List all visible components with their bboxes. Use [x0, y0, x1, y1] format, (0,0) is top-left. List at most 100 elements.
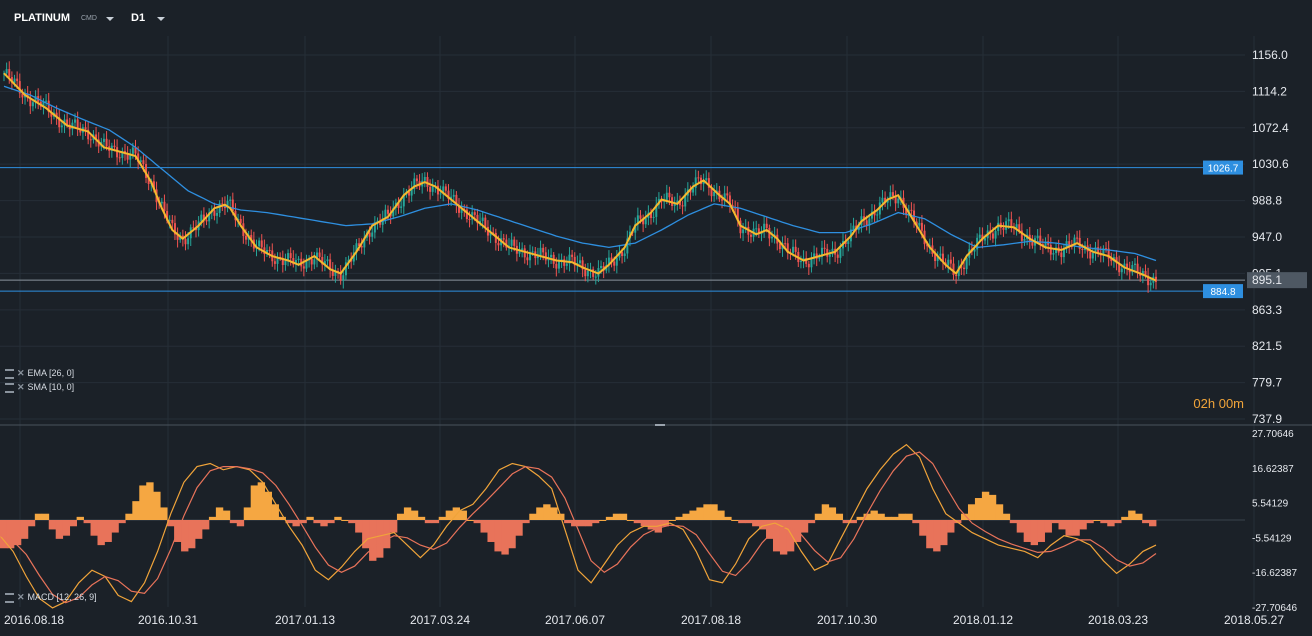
macd-histogram-bar [689, 510, 697, 520]
candle-body [626, 238, 629, 254]
date-tick-label: 2017.10.30 [817, 613, 877, 627]
date-tick-label: 2016.10.31 [138, 613, 198, 627]
candle-body [668, 192, 671, 198]
date-tick-label: 2018.01.12 [953, 613, 1013, 627]
ema-indicator-label[interactable]: ✕ EMA [26, 0] [5, 368, 74, 379]
candle-body [765, 223, 768, 228]
candle-body [505, 239, 508, 248]
candle-body [613, 261, 616, 266]
macd-histogram-bar [6, 520, 15, 549]
candle-body [137, 153, 140, 163]
macd-histogram-bar [438, 516, 447, 520]
timeframe-dropdown-icon[interactable] [157, 17, 165, 21]
remove-icon[interactable]: ✕ [17, 382, 25, 392]
macd-histogram-bar [564, 520, 572, 524]
candle-body [379, 220, 382, 225]
candle-body [139, 160, 142, 163]
macd-histogram-bar [940, 520, 948, 546]
macd-histogram-bar [633, 520, 642, 524]
candle-body [129, 153, 132, 160]
candle-body [250, 234, 253, 240]
candle-body [415, 178, 418, 182]
candle-body [329, 259, 332, 270]
timeframe-label[interactable]: D1 [131, 12, 146, 24]
macd-histogram-bar [967, 504, 976, 520]
candle-body [936, 255, 939, 262]
macd-histogram-bar [62, 520, 71, 536]
macd-histogram-bar [752, 520, 760, 527]
candle-body [281, 258, 284, 265]
candle-body [1149, 282, 1152, 286]
candle-body [468, 219, 471, 221]
candle-body [786, 243, 789, 253]
candle-body [58, 117, 61, 128]
price-tick-label: 947.0 [1252, 230, 1282, 244]
candle-body [828, 254, 831, 257]
macd-histogram-bar [1114, 520, 1122, 524]
symbol-dropdown-icon[interactable] [106, 17, 114, 21]
sma-indicator-label[interactable]: ✕ SMA [10, 0] [5, 382, 74, 393]
macd-histogram-bar [1023, 520, 1032, 542]
candle-body [665, 192, 668, 200]
macd-histogram-bar [97, 520, 105, 546]
candle-body [557, 261, 560, 269]
candle-body [413, 178, 416, 190]
candle-body [728, 195, 731, 206]
macd-histogram-bar [842, 520, 850, 524]
macd-histogram-bar [682, 513, 690, 520]
macd-histogram-bar [515, 520, 523, 536]
macd-histogram-bar [153, 491, 161, 520]
date-tick-label: 2017.03.24 [410, 613, 470, 627]
settings-icon[interactable] [5, 368, 14, 379]
price-tick-label: 1072.4 [1252, 121, 1289, 135]
remove-icon[interactable]: ✕ [17, 368, 25, 378]
candle-body [757, 228, 760, 235]
candle-body [568, 254, 571, 264]
macd-tick-label: -27.70646 [1252, 603, 1297, 614]
candle-body [1118, 263, 1121, 273]
candle-body [529, 252, 532, 261]
candle-body [45, 100, 48, 102]
symbol-label[interactable]: PLATINUM [14, 12, 71, 24]
candle-body [368, 232, 371, 237]
macd-histogram-bar [431, 520, 440, 524]
candle-body [423, 176, 426, 181]
candle-body [934, 254, 937, 262]
macd-histogram-bar [919, 520, 927, 536]
macd-histogram-bar [640, 520, 649, 527]
candle-body [266, 250, 269, 255]
candle-body [208, 212, 211, 222]
remove-icon[interactable]: ✕ [17, 592, 25, 602]
candle-body [918, 222, 921, 226]
instrument-type-label[interactable]: CMD [81, 15, 97, 22]
candle-body [531, 251, 534, 253]
price-tick-label: 1030.6 [1252, 157, 1289, 171]
candle-body [1052, 253, 1055, 255]
settings-icon[interactable] [5, 382, 14, 393]
candle-body [889, 192, 892, 200]
candle-body [784, 243, 787, 245]
macd-histogram-bar [250, 485, 259, 520]
candle-body [116, 147, 119, 158]
date-tick-label: 2017.01.13 [275, 613, 335, 627]
candle-body [176, 234, 179, 240]
macd-histogram-bar [181, 520, 189, 552]
macd-histogram-bar [146, 482, 154, 520]
candle-body [571, 254, 574, 257]
macd-histogram-bar [591, 520, 600, 524]
macd-indicator-label[interactable]: ✕ MACD [12, 26, 9] [5, 592, 97, 603]
macd-histogram-bar [327, 520, 335, 524]
settings-icon[interactable] [5, 592, 14, 603]
macd-histogram-bar [410, 510, 419, 520]
macd-histogram-bar [403, 507, 412, 520]
candle-body [634, 224, 637, 233]
candle-body [455, 194, 458, 206]
candle-body [479, 220, 482, 224]
candle-body [894, 195, 897, 204]
macd-histogram-bar [424, 520, 433, 524]
macd-histogram-bar [661, 520, 669, 527]
macd-histogram-bar [55, 520, 64, 539]
macd-histogram-bar [376, 520, 384, 558]
candle-body [205, 219, 208, 222]
